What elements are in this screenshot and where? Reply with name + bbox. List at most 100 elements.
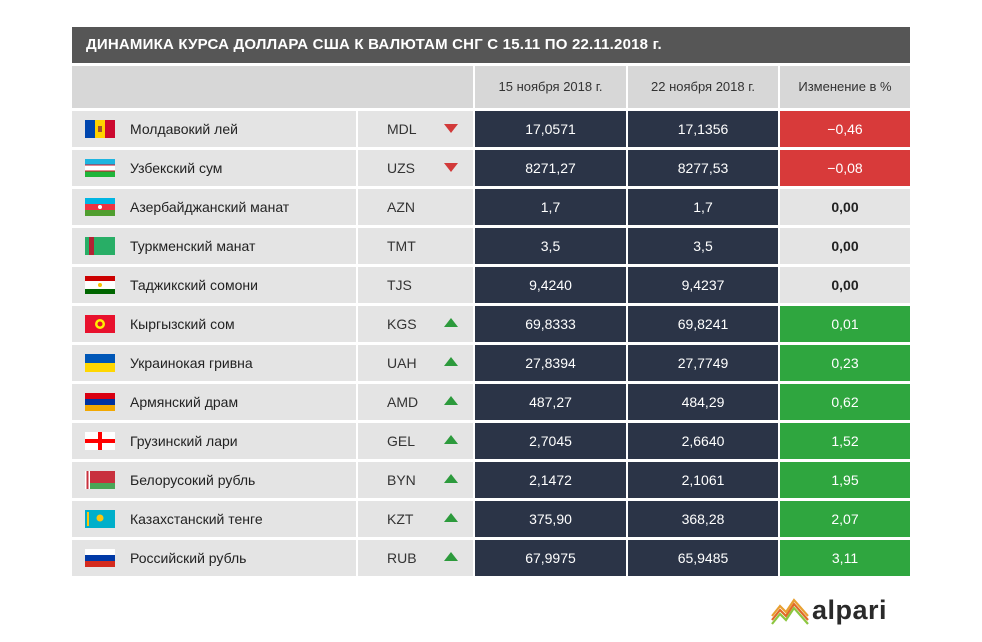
currency-name: Грузинский лари [115, 423, 356, 459]
rate-date2: 8277,53 [628, 150, 778, 186]
table-row: Армянский драм AMD 487,27 484,29 0,62 [72, 384, 910, 420]
flag-cell [72, 267, 115, 303]
moldova-flag-icon [85, 120, 115, 138]
flag-cell [72, 150, 115, 186]
rate-date1: 1,7 [475, 189, 626, 225]
flag-cell [72, 540, 115, 576]
change-percent: −0,08 [780, 150, 910, 186]
flag-cell [72, 501, 115, 537]
brand-name: alpari [812, 595, 888, 625]
alpari-logo: alpari [770, 592, 920, 628]
change-percent: 1,52 [780, 423, 910, 459]
change-percent: 0,23 [780, 345, 910, 381]
flag-cell [72, 423, 115, 459]
trend-up-icon [444, 513, 458, 522]
currency-name: Казахстанский тенге [115, 501, 356, 537]
currency-code: MDL [387, 121, 417, 137]
change-percent: 0,01 [780, 306, 910, 342]
currency-code-cell: TJS [358, 267, 473, 303]
change-percent: 0,62 [780, 384, 910, 420]
rate-date2: 368,28 [628, 501, 778, 537]
flag-cell [72, 111, 115, 147]
trend-up-icon [444, 357, 458, 366]
rate-date2: 69,8241 [628, 306, 778, 342]
currency-code-cell: UZS [358, 150, 473, 186]
table-row: Молдавокий лей MDL 17,0571 17,1356 −0,46 [72, 111, 910, 147]
currency-code: RUB [387, 550, 417, 566]
armenia-flag-icon [85, 393, 115, 411]
rate-date2: 2,6640 [628, 423, 778, 459]
table-row: Таджикский сомони TJS 9,4240 9,4237 0,00 [72, 267, 910, 303]
rate-date1: 9,4240 [475, 267, 626, 303]
change-percent: 3,11 [780, 540, 910, 576]
currency-code: BYN [387, 472, 416, 488]
flag-cell [72, 462, 115, 498]
header-change: Изменение в % [780, 66, 910, 108]
currency-code: AZN [387, 199, 415, 215]
currency-code-cell: MDL [358, 111, 473, 147]
turkmenistan-flag-icon [85, 237, 115, 255]
trend-up-icon [444, 318, 458, 327]
currency-code: AMD [387, 394, 419, 410]
rate-date2: 484,29 [628, 384, 778, 420]
georgia-flag-icon [85, 432, 115, 450]
rate-date1: 67,9975 [475, 540, 626, 576]
currency-name: Украинокая гривна [115, 345, 356, 381]
currency-name: Туркменский манат [115, 228, 356, 264]
header-blank [72, 66, 473, 108]
currency-name: Молдавокий лей [115, 111, 356, 147]
table-row: Узбекский сум UZS 8271,27 8277,53 −0,08 [72, 150, 910, 186]
currency-code-cell: KGS [358, 306, 473, 342]
trend-down-icon [444, 124, 458, 133]
currency-code-cell: RUB [358, 540, 473, 576]
table-title: ДИНАМИКА КУРСА ДОЛЛАРА США К ВАЛЮТАМ СНГ… [72, 27, 910, 63]
rate-date1: 375,90 [475, 501, 626, 537]
change-percent: 0,00 [780, 267, 910, 303]
currency-code: KGS [387, 316, 417, 332]
change-percent: −0,46 [780, 111, 910, 147]
currency-name: Армянский драм [115, 384, 356, 420]
table-row: Украинокая гривна UAH 27,8394 27,7749 0,23 [72, 345, 910, 381]
rate-date1: 17,0571 [475, 111, 626, 147]
currency-name: Кыргызский сом [115, 306, 356, 342]
currency-code-cell: UAH [358, 345, 473, 381]
alpari-logo-icon [771, 598, 809, 625]
ukraine-flag-icon [85, 354, 115, 372]
trend-up-icon [444, 396, 458, 405]
currency-name: Белорусокий рубль [115, 462, 356, 498]
rate-date2: 1,7 [628, 189, 778, 225]
currency-code: KZT [387, 511, 414, 527]
table-header: 15 ноября 2018 г. 22 ноября 2018 г. Изме… [72, 66, 910, 108]
rate-date1: 3,5 [475, 228, 626, 264]
currency-code: TMT [387, 238, 416, 254]
rate-date1: 487,27 [475, 384, 626, 420]
change-percent: 2,07 [780, 501, 910, 537]
russia-flag-icon [85, 549, 115, 567]
flag-cell [72, 345, 115, 381]
rate-date2: 2,1061 [628, 462, 778, 498]
rate-date2: 65,9485 [628, 540, 778, 576]
trend-up-icon [444, 552, 458, 561]
change-percent: 0,00 [780, 228, 910, 264]
tajikistan-flag-icon [85, 276, 115, 294]
currency-code-cell: AZN [358, 189, 473, 225]
currency-name: Российский рубль [115, 540, 356, 576]
table-row: Кыргызский сом KGS 69,8333 69,8241 0,01 [72, 306, 910, 342]
change-percent: 0,00 [780, 189, 910, 225]
currency-code-cell: TMT [358, 228, 473, 264]
currency-code-cell: GEL [358, 423, 473, 459]
flag-cell [72, 306, 115, 342]
flag-cell [72, 384, 115, 420]
rate-date1: 69,8333 [475, 306, 626, 342]
trend-down-icon [444, 163, 458, 172]
trend-up-icon [444, 435, 458, 444]
table-row: Туркменский манат TMT 3,5 3,5 0,00 [72, 228, 910, 264]
rate-date1: 27,8394 [475, 345, 626, 381]
flag-cell [72, 189, 115, 225]
rate-date1: 2,7045 [475, 423, 626, 459]
rate-date2: 9,4237 [628, 267, 778, 303]
currency-code: UZS [387, 160, 415, 176]
trend-up-icon [444, 474, 458, 483]
currency-code-cell: BYN [358, 462, 473, 498]
currency-code: TJS [387, 277, 412, 293]
